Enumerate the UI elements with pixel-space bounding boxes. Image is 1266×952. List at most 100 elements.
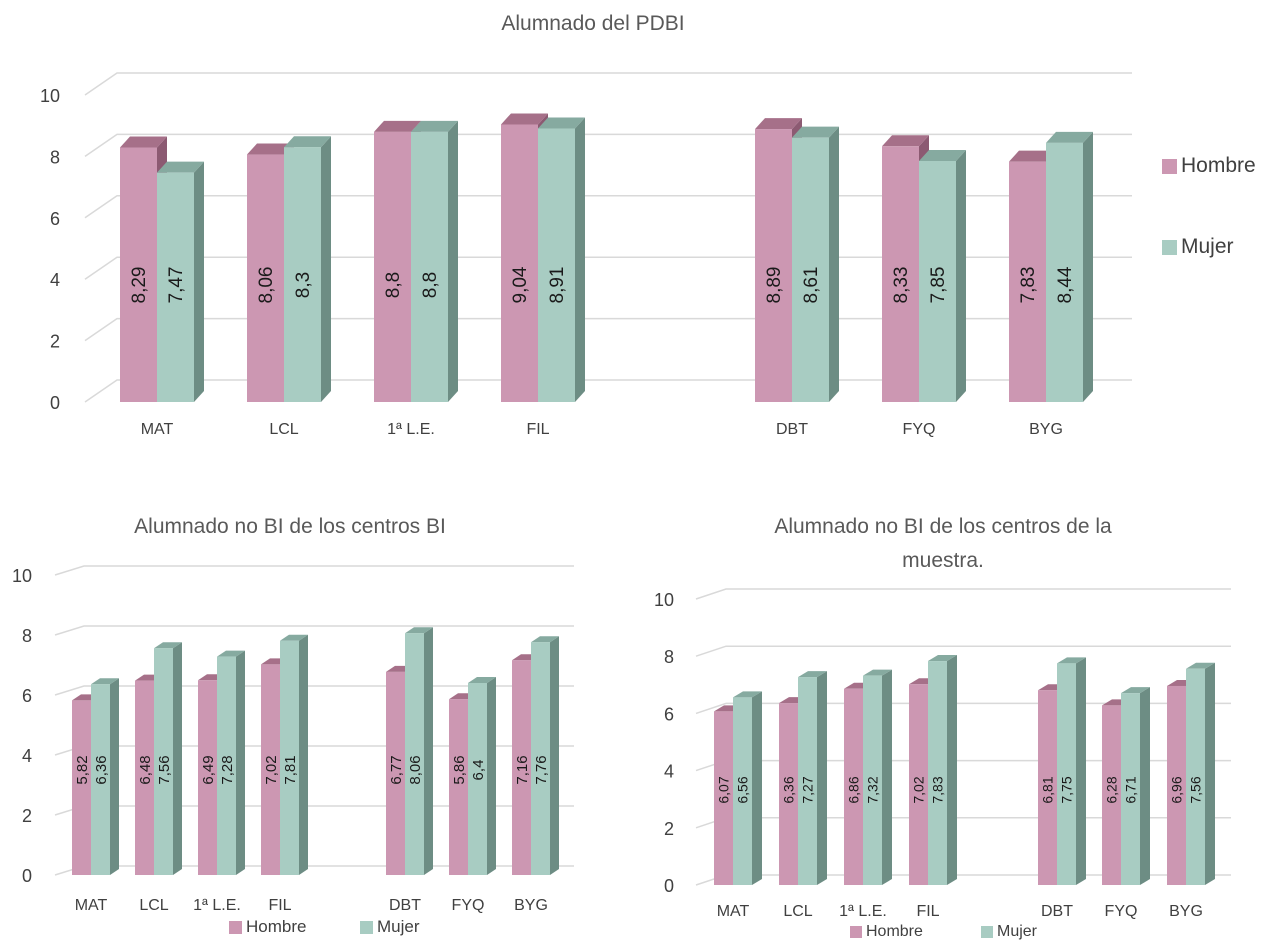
bar-side [550,636,559,875]
chart-2: Alumnado no BI de los centros BI 0 2 4 6 8 10 5… [12,515,574,936]
bar-mujer: 7,47 [157,161,204,402]
category-group: 9,04 8,91 FIL [501,113,585,438]
legend: Hombre Mujer [229,917,420,936]
bar-top [157,161,204,173]
bar-top [411,120,458,132]
bar-front [135,680,154,875]
legend-item-mujer: Mujer [1162,235,1234,258]
bar-front [1121,693,1140,885]
data-label: 6,49 [200,755,217,784]
bar-top [755,118,802,130]
bar-front [1167,685,1186,885]
bar-top [798,671,827,678]
chart-title-line: Alumnado no BI de los centros BI [134,515,446,538]
chart-title: Alumnado no BI de los centros BI [134,515,446,538]
data-label: 7,16 [514,755,531,784]
chart-3: Alumnado no BI de los centros de la muest… [654,515,1231,940]
data-label: 6,56 [734,776,750,803]
legend: Hombre Mujer [850,923,1038,940]
bar-mujer: 6,36 [91,678,119,875]
category-group: 6,49 7,28 1ª L.E. [193,650,245,914]
bar-top [374,120,421,132]
x-tick-label: LCL [139,897,168,914]
x-tick-label: FYQ [903,421,936,438]
category-group: 8,89 8,61 DBT [755,118,839,438]
legend-label: Mujer [997,923,1038,940]
legend-swatch [360,921,373,934]
y-tick-label: 8 [22,626,32,646]
bar-top [1046,131,1093,143]
y-tick-label: 10 [654,590,674,610]
gridline [695,702,1231,715]
bar-front [844,688,863,885]
bar-side [829,126,839,402]
y-tick-label: 0 [664,876,674,896]
gridline [54,685,574,696]
bar-mujer: 8,91 [538,117,585,402]
bar-top [531,636,559,643]
data-label: 6,36 [780,776,796,803]
category-group: 6,48 7,56 LCL [135,642,182,914]
category-group: 8,8 8,8 1ª L.E. [374,120,458,438]
x-tick-label: 1ª L.E. [193,897,241,914]
x-tick-label: FYQ [452,897,485,914]
y-tick-label: 0 [22,866,32,886]
data-label: 6,28 [1103,776,1119,803]
bar-mujer: 7,56 [154,642,182,875]
bar-front [1186,668,1205,885]
y-tick-label: 0 [50,393,60,413]
data-label: 8,91 [547,267,568,304]
bar-front [538,128,575,402]
data-label: 7,81 [282,755,299,784]
bar-front [91,684,110,875]
x-tick-label: DBT [776,421,808,438]
category-group: 6,81 7,75 DBT [1038,657,1086,920]
bar-mujer: 7,27 [798,671,827,885]
category-group: 6,07 6,56 MAT [714,691,762,920]
gridline [695,817,1231,829]
data-label: 6,36 [93,755,110,784]
data-label: 7,02 [910,776,926,803]
bar-side [424,627,433,875]
bar-side [1140,687,1150,885]
y-tick-label: 6 [22,686,32,706]
bar-top [1121,687,1150,694]
data-label: 7,83 [929,776,945,803]
bar-top [882,135,929,147]
bar-mujer: 6,4 [468,677,496,875]
gridline [84,317,1132,342]
bar-side [882,669,892,885]
bar-side [321,136,331,402]
chart-title: Alumnado del PDBI [501,12,684,35]
legend-label: Mujer [1181,235,1234,258]
gridline [84,72,1132,96]
y-tick-label: 2 [50,332,60,352]
y-tick-label: 8 [50,147,60,167]
bar-front [512,660,531,875]
bar-front [154,648,173,875]
bar-top [405,627,433,634]
data-label: 7,76 [533,755,550,784]
category-group: 7,16 7,76 BYG [512,636,559,914]
bar-mujer: 7,83 [928,655,957,885]
legend-label: Hombre [866,923,923,940]
bar-side [947,655,957,885]
data-label: 6,07 [715,776,731,803]
bar-mujer: 7,85 [919,150,966,402]
bar-front [411,131,448,402]
x-tick-label: LCL [783,903,812,920]
bar-side [487,677,496,875]
chart-title-line: muestra. [902,549,984,572]
data-label: 8,89 [764,267,785,304]
bar-front [374,131,411,402]
data-label: 8,06 [407,755,424,784]
legend-label: Mujer [377,917,420,936]
bar-top [1186,662,1215,669]
bar-front [72,700,91,875]
bar-front [1038,690,1057,885]
data-label: 9,04 [510,266,531,303]
bar-mujer: 8,44 [1046,131,1093,402]
x-tick-label: MAT [75,897,108,914]
data-label: 7,02 [263,755,280,784]
x-tick-label: LCL [269,421,298,438]
